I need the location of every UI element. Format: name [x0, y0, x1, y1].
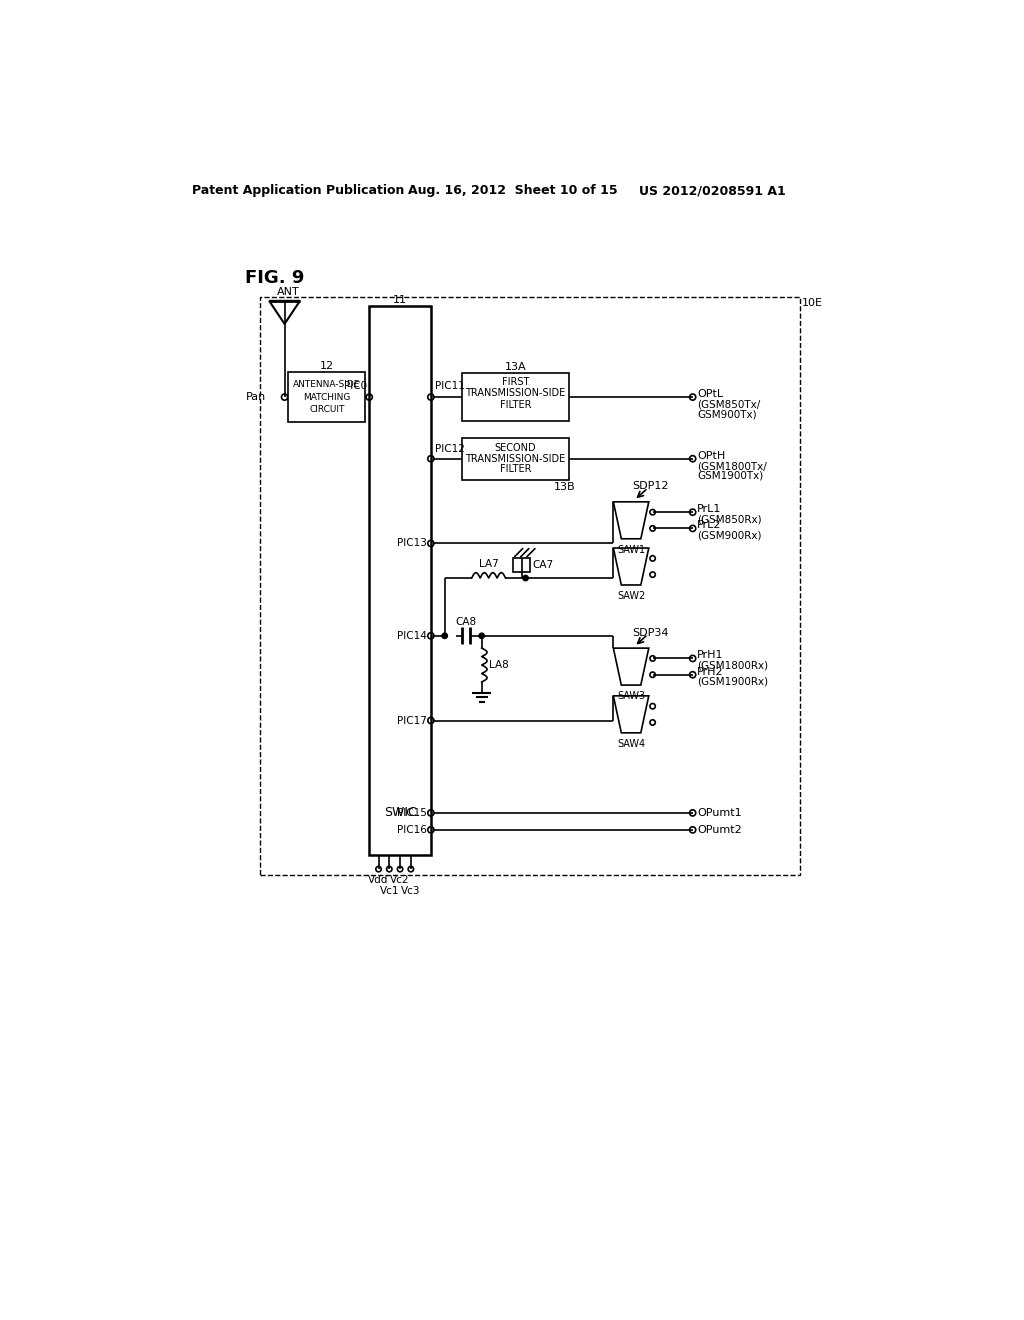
Text: OPtH: OPtH [697, 450, 726, 461]
Text: SDP12: SDP12 [633, 482, 669, 491]
Text: FILTER: FILTER [500, 465, 531, 474]
Text: SECOND: SECOND [495, 444, 537, 453]
Text: OPumt2: OPumt2 [697, 825, 742, 834]
Text: Aug. 16, 2012  Sheet 10 of 15: Aug. 16, 2012 Sheet 10 of 15 [408, 185, 617, 197]
Text: 13B: 13B [554, 482, 575, 492]
Circle shape [479, 634, 484, 639]
Text: CIRCUIT: CIRCUIT [309, 405, 345, 414]
Text: CA8: CA8 [456, 616, 477, 627]
Text: SDP34: SDP34 [633, 628, 669, 638]
Circle shape [523, 576, 528, 581]
Text: FILTER: FILTER [500, 400, 531, 409]
Polygon shape [613, 502, 649, 539]
Circle shape [442, 634, 447, 639]
Text: ANTENNA-SIDE: ANTENNA-SIDE [293, 380, 360, 389]
Bar [289, 372, 366, 422]
Text: SWIC: SWIC [384, 807, 417, 820]
Text: GSM900Tx): GSM900Tx) [697, 409, 757, 418]
Text: Vc1: Vc1 [380, 886, 399, 896]
Text: PIC12: PIC12 [435, 444, 465, 454]
Text: PIC16: PIC16 [397, 825, 427, 834]
Text: (GSM1900Rx): (GSM1900Rx) [697, 677, 768, 686]
Text: (GSM850Tx/: (GSM850Tx/ [697, 400, 761, 409]
Text: MATCHING: MATCHING [303, 392, 350, 401]
Text: PIC15: PIC15 [397, 808, 427, 818]
Text: PrH2: PrH2 [697, 667, 724, 677]
Text: FIG. 9: FIG. 9 [245, 269, 304, 286]
Text: PrL2: PrL2 [697, 520, 722, 531]
Bar [513, 558, 530, 572]
Text: 10E: 10E [802, 298, 823, 308]
Text: TRANSMISSION-SIDE: TRANSMISSION-SIDE [466, 388, 565, 399]
Polygon shape [613, 696, 649, 733]
Text: US 2012/0208591 A1: US 2012/0208591 A1 [639, 185, 785, 197]
Text: OPumt1: OPumt1 [697, 808, 742, 818]
Text: GSM1900Tx): GSM1900Tx) [697, 471, 764, 480]
Text: Vdd: Vdd [369, 875, 389, 884]
Text: ANT: ANT [276, 286, 300, 297]
Text: PrL1: PrL1 [697, 504, 722, 513]
Polygon shape [269, 301, 300, 323]
Text: SAW4: SAW4 [617, 739, 645, 748]
Text: LA7: LA7 [479, 560, 499, 569]
Text: CA7: CA7 [532, 560, 554, 570]
Bar [260, 297, 801, 875]
Text: (GSM850Rx): (GSM850Rx) [697, 513, 762, 524]
Text: PIC0: PIC0 [344, 381, 367, 391]
Text: Vc3: Vc3 [401, 886, 421, 896]
Text: (GSM1800Rx): (GSM1800Rx) [697, 660, 768, 671]
Text: PIC13: PIC13 [397, 539, 427, 548]
Polygon shape [613, 648, 649, 685]
Text: Vc2: Vc2 [390, 875, 410, 884]
Text: FIRST: FIRST [502, 376, 529, 387]
Text: PIC17: PIC17 [397, 715, 427, 726]
Text: PIC11: PIC11 [435, 381, 465, 391]
Text: Patent Application Publication: Patent Application Publication [193, 185, 404, 197]
Bar [462, 374, 569, 421]
Bar [370, 306, 431, 855]
Text: 11: 11 [393, 296, 408, 305]
Text: 13A: 13A [505, 362, 526, 372]
Text: SAW1: SAW1 [617, 545, 645, 554]
Text: OPtL: OPtL [697, 389, 723, 399]
Text: Pan: Pan [246, 392, 266, 403]
Text: PIC14: PIC14 [397, 631, 427, 640]
Bar [462, 437, 569, 480]
Text: SAW2: SAW2 [616, 591, 645, 601]
Text: (GSM1800Tx/: (GSM1800Tx/ [697, 462, 767, 471]
Text: TRANSMISSION-SIDE: TRANSMISSION-SIDE [466, 454, 565, 463]
Text: 12: 12 [319, 360, 334, 371]
Text: SAW3: SAW3 [617, 692, 645, 701]
Polygon shape [613, 548, 649, 585]
Text: (GSM900Rx): (GSM900Rx) [697, 531, 762, 540]
Text: PrH1: PrH1 [697, 651, 724, 660]
Text: LA8: LA8 [489, 660, 509, 671]
